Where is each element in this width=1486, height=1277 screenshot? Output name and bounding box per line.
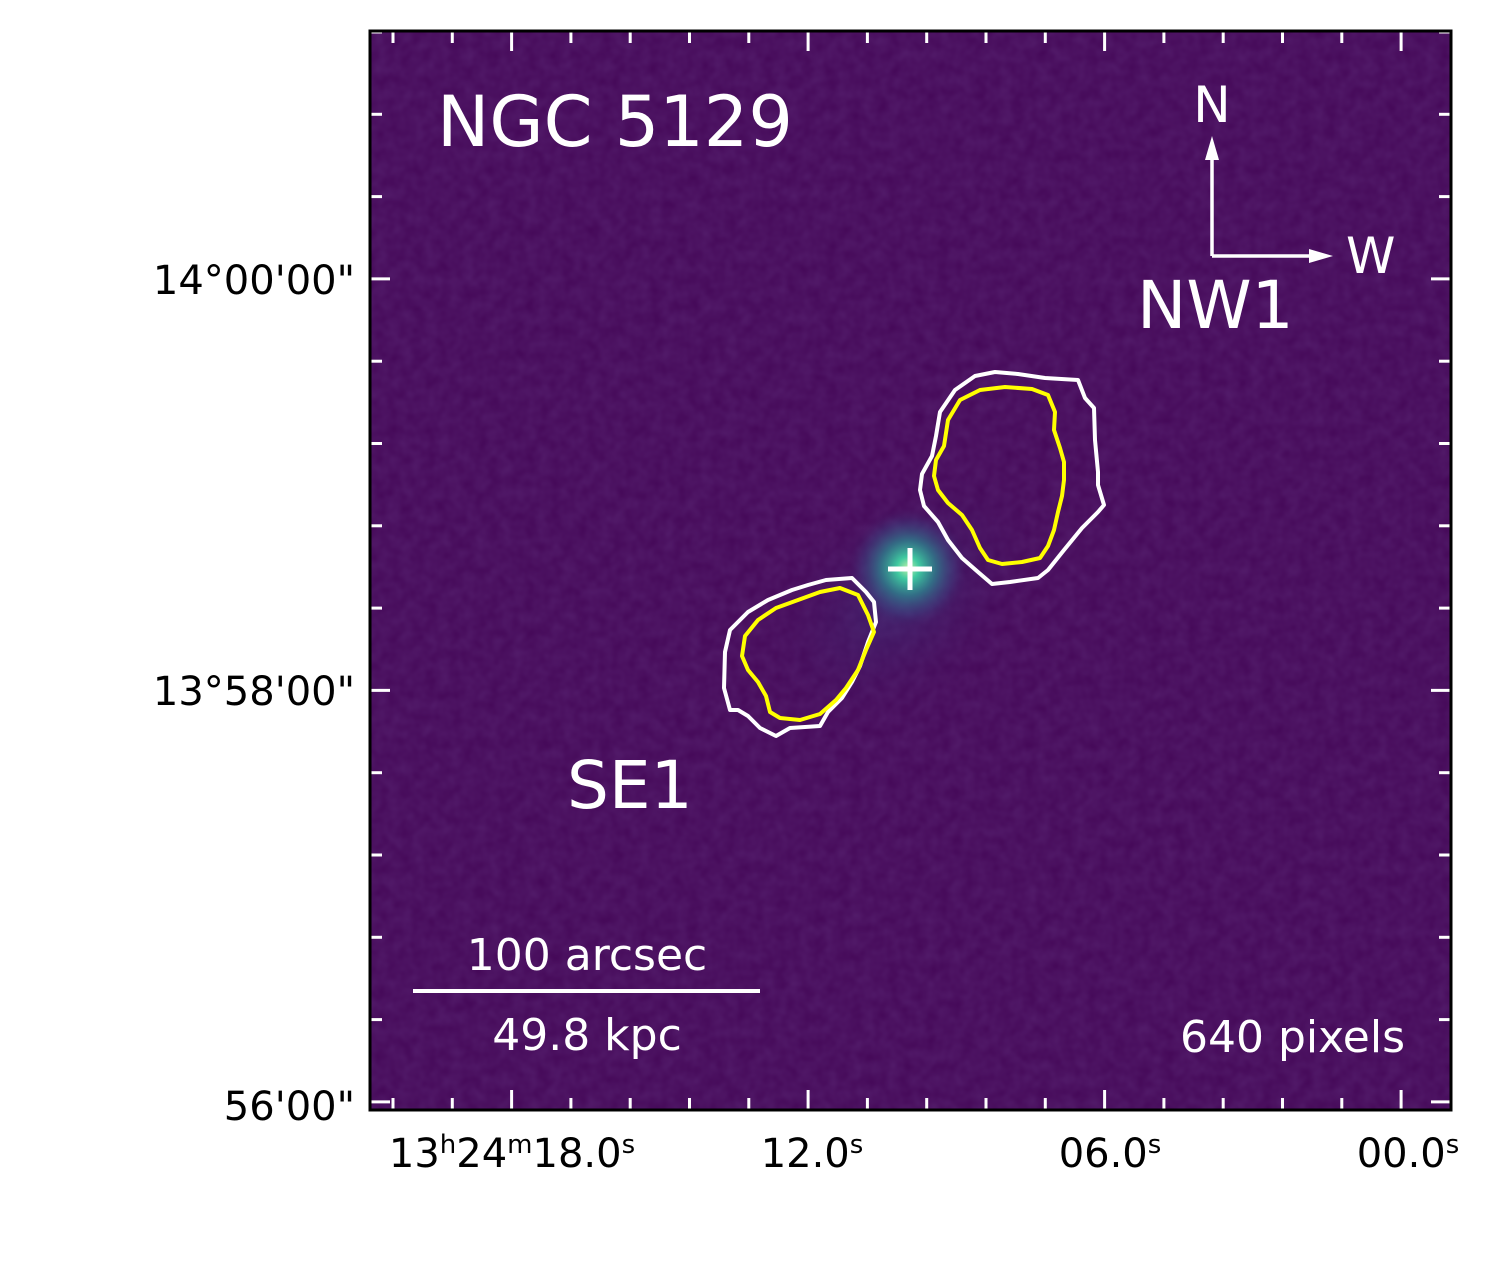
x-tick-label: 00.0s [1357, 1130, 1460, 1177]
pixel-size-label: 640 pixels [1180, 1012, 1405, 1063]
se1-inner-contour [740, 586, 876, 722]
scalebar-physical-label: 49.8 kpc [492, 1010, 682, 1061]
scalebar-angular-label: 100 arcsec [467, 930, 707, 981]
x-tick-label: 13h24m18.0s [389, 1130, 635, 1177]
plot-frame [368, 29, 1453, 1112]
compass-north-label: N [1193, 76, 1230, 134]
nw1-outer-contour [918, 370, 1106, 586]
compass: N W [1193, 76, 1395, 285]
axis-ticks [370, 31, 1451, 1110]
scale-bar: 100 arcsec 49.8 kpc [413, 930, 760, 1061]
y-tick-label: 14°00'00" [153, 258, 355, 304]
west-arrow-icon [1309, 249, 1333, 263]
north-arrow-icon [1205, 136, 1219, 160]
y-tick-label: 56'00" [224, 1084, 355, 1130]
y-tick-label: 13°58'00" [153, 669, 355, 715]
image-panel: NGC 5129 NW1 SE1 N W 100 arcsec 49.8 kpc… [370, 31, 1451, 1110]
galaxy-title: NGC 5129 [437, 81, 793, 163]
center-cross-marker [888, 548, 932, 590]
x-tick-label: 06.0s [1059, 1130, 1162, 1177]
nw1-inner-contour [932, 385, 1066, 566]
compass-west-label: W [1346, 227, 1395, 285]
x-tick-label: 12.0s [761, 1130, 864, 1177]
se1-label: SE1 [567, 747, 693, 824]
x-axis-labels: 13h24m18.0s 12.0s 06.0s 00.0s [389, 1130, 1459, 1177]
y-axis-labels: 14°00'00" 13°58'00" 56'00" [153, 258, 355, 1130]
nw1-label: NW1 [1137, 267, 1294, 344]
